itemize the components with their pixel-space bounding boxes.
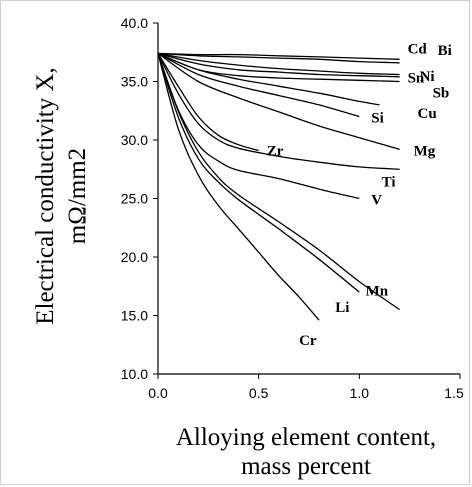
series-label-cr: Cr (299, 333, 317, 349)
series-line-sn (157, 52, 400, 76)
series-lines (157, 52, 400, 321)
series-line-mn (157, 53, 400, 311)
series-line-si (157, 52, 360, 118)
x-tick-label: 1.5 (444, 385, 464, 401)
series-line-cd (157, 52, 400, 60)
x-axis-title-line-1: Alloying element content, (176, 424, 436, 451)
series-label-si: Si (371, 111, 384, 127)
series-line-bi (157, 52, 400, 64)
series-label-mn: Mn (366, 284, 389, 300)
x-axis-title-line-2: mass percent (241, 453, 371, 480)
y-axis-title-line-2: mΩ/mm2 (64, 148, 91, 244)
y-tick-label: 10.0 (121, 366, 148, 382)
y-tick-label: 40.0 (121, 15, 148, 31)
series-label-cu: Cu (418, 106, 437, 122)
series-label-mg: Mg (414, 143, 436, 159)
series-label-li: Li (335, 300, 349, 316)
series-line-zr (157, 53, 259, 152)
y-axis-title-line-1: Electrical conductivity X, (32, 67, 59, 325)
series-line-ni (157, 52, 400, 78)
series-line-cu (157, 52, 380, 106)
series-label-zr: Zr (267, 144, 284, 160)
y-tick-label: 30.0 (121, 132, 148, 148)
series-line-cr (157, 53, 320, 321)
series-line-ti (157, 53, 400, 170)
y-tick-label: 15.0 (121, 308, 148, 324)
series-label-ni: Ni (420, 69, 435, 85)
x-tick-label: 0.0 (148, 385, 168, 401)
y-tick-label: 25.0 (121, 191, 148, 207)
x-tick-label: 1.0 (350, 385, 370, 401)
series-label-sn: Sn (408, 71, 425, 87)
x-tick-label: 0.5 (249, 385, 269, 401)
series-label-v: V (371, 193, 382, 209)
series-label-ti: Ti (382, 174, 396, 190)
ticks: 10.0 15.0 20.0 25.0 30.0 35.0 40.0 0.0 0.5 1.0 1.5 (121, 15, 464, 401)
y-tick-label: 20.0 (121, 249, 148, 265)
series-line-mg (157, 52, 400, 151)
y-tick-label: 35.0 (121, 74, 148, 90)
series-label-sb: Sb (433, 86, 450, 102)
series-line-li (157, 53, 360, 293)
series-label-cd: Cd (408, 41, 428, 57)
series-label-bi: Bi (438, 43, 452, 59)
